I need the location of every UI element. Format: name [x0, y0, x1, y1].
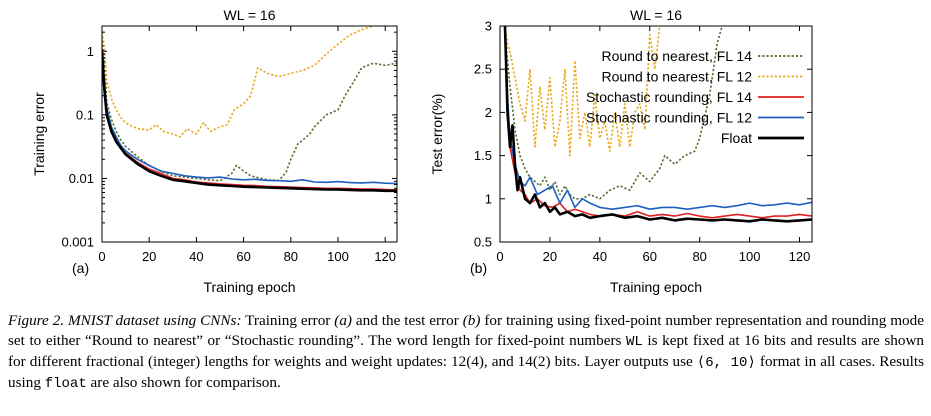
legend-label-4: Float — [721, 130, 752, 146]
caption-float: float — [44, 376, 87, 392]
x-tick-label-b-4: 80 — [692, 249, 706, 264]
x-tick-label-a-5: 100 — [327, 249, 349, 264]
legend-label-0: Round to nearest, FL 14 — [602, 48, 753, 64]
y-axis-label-b: Test error(%) — [429, 94, 445, 175]
y-tick-label-a-1: 0.01 — [69, 171, 94, 186]
x-tick-label-a-6: 120 — [374, 249, 396, 264]
x-tick-label-b-3: 60 — [643, 249, 657, 264]
caption-ref-a: (a) — [334, 312, 352, 329]
y-axis-label-a: Training error — [31, 92, 47, 176]
caption-text-5: format in all cases. Results using — [8, 353, 924, 391]
x-tick-label-b-0: 0 — [496, 249, 503, 264]
series-group-a — [102, 26, 397, 193]
legend-label-3: Stochastic rounding, FL 12 — [586, 110, 752, 126]
caption-text-4: is kept fixed at 16 bits and results are… — [8, 332, 925, 370]
x-tick-label-a-1: 20 — [142, 249, 156, 264]
y-tick-label-a-3: 1 — [87, 44, 94, 59]
x-tick-label-a-4: 80 — [284, 249, 298, 264]
x-axis-label-a: Training epoch — [203, 279, 295, 295]
figure-caption: Figure 2. MNIST dataset using CNNs: Trai… — [8, 311, 924, 394]
series-line-b-4 — [503, 26, 812, 223]
panel-a-training-error: 0 20 40 60 80 100 120 0.001 0.01 0.1 1 WL = 16 Train… — [31, 7, 398, 295]
plot-frame-b — [499, 25, 813, 243]
series-line-a-0 — [102, 32, 397, 182]
x-axis-label-b: Training epoch — [610, 279, 702, 295]
caption-text-2: and the test error — [352, 312, 463, 329]
legend-label-1: Round to nearest, FL 12 — [602, 69, 753, 85]
x-tick-label-a-2: 40 — [189, 249, 203, 264]
series-line-a-3 — [102, 48, 397, 185]
chart-title-a: WL = 16 — [223, 7, 275, 23]
caption-text-6: are also shown for comparison. — [86, 374, 281, 391]
x-tick-label-b-1: 20 — [543, 249, 557, 264]
x-tick-label-a-0: 0 — [98, 249, 105, 264]
y-tick-label-b-3: 2 — [485, 105, 492, 120]
x-tick-label-b-6: 120 — [789, 249, 811, 264]
legend-b: Round to nearest, FL 14 Round to nearest,… — [586, 48, 804, 146]
x-tick-label-b-5: 100 — [739, 249, 761, 264]
caption-wl: WL — [626, 334, 643, 350]
y-tick-label-a-0: 0.001 — [61, 235, 94, 250]
panel-label-a: (a) — [72, 260, 89, 276]
series-group-b — [503, 26, 812, 223]
chart-title-b: WL = 16 — [630, 7, 682, 23]
x-tick-label-a-3: 60 — [236, 249, 250, 264]
y-tick-label-b-2: 1.5 — [474, 148, 492, 163]
series-line-a-1 — [102, 26, 377, 138]
caption-ref-b: (b) — [462, 312, 481, 329]
plot-frame-a — [101, 25, 398, 243]
panel-label-b: (b) — [470, 260, 487, 276]
x-tick-label-b-2: 40 — [593, 249, 607, 264]
panel-b-test-error: 0 20 40 60 80 100 120 0.5 1 1.5 2 2.5 3 WL = 16 Traini… — [429, 7, 813, 295]
y-tick-label-b-0: 0.5 — [474, 235, 492, 250]
caption-text-1: Training error — [241, 312, 335, 329]
y-tick-label-b-4: 2.5 — [474, 62, 492, 77]
series-line-a-4 — [102, 51, 397, 193]
legend-label-2: Stochastic rounding, FL 14 — [586, 89, 752, 105]
caption-format: ⟨6, 10⟩ — [696, 355, 756, 371]
series-line-b-3 — [504, 26, 812, 210]
y-tick-label-b-1: 1 — [485, 191, 492, 206]
series-line-b-1 — [504, 26, 661, 157]
caption-text-3: for training using fixed-point number re… — [8, 312, 924, 349]
caption-lead: Figure 2. MNIST dataset using CNNs: — [8, 312, 242, 329]
y-tick-label-a-2: 0.1 — [76, 107, 94, 122]
y-tick-label-b-5: 3 — [485, 19, 492, 34]
